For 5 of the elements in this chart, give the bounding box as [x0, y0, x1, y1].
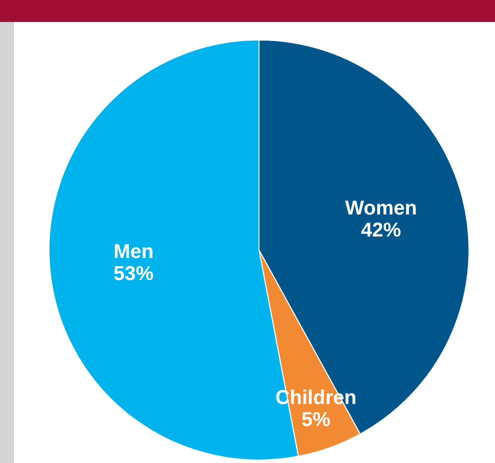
slice-label: Men — [114, 240, 154, 263]
data-label: 42% — [361, 220, 402, 242]
data-label: 53% — [114, 262, 154, 285]
slice-label: Women — [345, 198, 417, 220]
data-label: 5% — [301, 409, 331, 432]
